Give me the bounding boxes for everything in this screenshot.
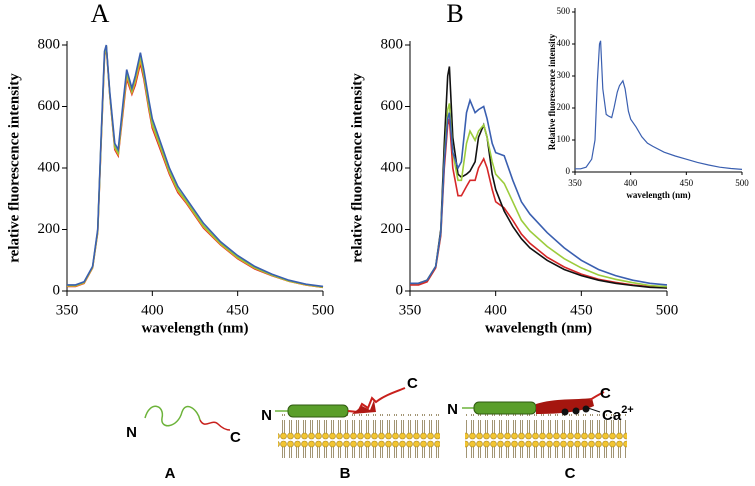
panel-title: A xyxy=(91,0,110,28)
x-tick-label: 450 xyxy=(226,302,249,318)
spectrum-line xyxy=(410,97,668,286)
y-tick-label: 300 xyxy=(557,70,571,80)
y-tick-label: 800 xyxy=(381,36,404,52)
n-label: N xyxy=(126,424,137,441)
ion-base: Ca xyxy=(602,407,622,424)
x-axis-label: wavelength (nm) xyxy=(485,320,592,336)
y-tick-label: 400 xyxy=(557,38,571,48)
spectrum-line xyxy=(67,44,324,288)
y-tick-label: 100 xyxy=(557,134,571,144)
y-axis-label: relative fluorescence intensity xyxy=(349,73,365,263)
x-tick-label: 350 xyxy=(399,302,422,318)
y-tick-label: 200 xyxy=(557,102,571,112)
panel-label: B xyxy=(340,465,351,482)
y-tick-label: 600 xyxy=(381,98,404,114)
spectrum-line xyxy=(410,118,668,289)
x-tick-label: 500 xyxy=(735,178,749,188)
y-tick-label: 400 xyxy=(381,159,404,175)
n-label: N xyxy=(261,407,272,424)
c-label: C xyxy=(230,429,241,446)
x-tick-label: 500 xyxy=(312,302,335,318)
spectrum-line xyxy=(67,46,324,289)
peptide-c xyxy=(347,387,406,414)
y-tick-label: 0 xyxy=(396,282,404,298)
x-tick-label: 500 xyxy=(656,302,679,318)
panel-label: C xyxy=(565,465,576,482)
peptide-n xyxy=(144,405,201,427)
y-tick-label: 500 xyxy=(557,6,571,16)
x-axis-label: wavelength (nm) xyxy=(141,320,248,336)
ion xyxy=(561,408,569,416)
y-tick-label: 0 xyxy=(566,166,571,176)
membrane xyxy=(465,414,627,458)
y-tick-label: 400 xyxy=(38,159,61,175)
peptide-c-body xyxy=(352,400,376,414)
y-tick-label: 200 xyxy=(38,221,61,237)
helix xyxy=(473,401,537,415)
panel-label: A xyxy=(165,465,176,482)
c-label: C xyxy=(407,375,418,392)
x-axis-label: wavelength (nm) xyxy=(626,190,690,200)
peptide-c xyxy=(199,419,231,431)
x-tick-label: 350 xyxy=(568,178,582,188)
x-tick-label: 400 xyxy=(484,302,507,318)
x-tick-label: 450 xyxy=(570,302,593,318)
y-tick-label: 600 xyxy=(38,98,61,114)
y-tick-label: 0 xyxy=(53,282,61,298)
y-axis-label: relative fluorescence intensity xyxy=(6,73,22,263)
n-label: N xyxy=(447,401,458,418)
spectrum-line xyxy=(575,40,743,170)
x-tick-label: 350 xyxy=(56,302,79,318)
y-axis-label: Relative fluorescence intensity xyxy=(547,33,557,150)
membrane xyxy=(278,414,440,458)
c-label: C xyxy=(600,385,611,402)
ion-charge: 2+ xyxy=(621,404,634,416)
y-tick-label: 200 xyxy=(381,221,404,237)
panel-title: B xyxy=(446,0,463,28)
peptide-c xyxy=(589,391,605,401)
ion xyxy=(582,405,590,413)
peptide-c-body xyxy=(536,398,594,414)
x-tick-label: 400 xyxy=(624,178,638,188)
ion xyxy=(572,407,580,415)
helix xyxy=(287,404,349,418)
spectrum-line xyxy=(67,46,324,289)
ion-label: Ca2+ xyxy=(602,404,634,424)
y-tick-label: 800 xyxy=(38,36,61,52)
diagram: N C A N C B N C Ca2+ C xyxy=(126,375,634,482)
spectrum-line xyxy=(67,45,324,288)
x-tick-label: 450 xyxy=(680,178,694,188)
x-tick-label: 400 xyxy=(141,302,164,318)
pointer xyxy=(587,407,601,413)
